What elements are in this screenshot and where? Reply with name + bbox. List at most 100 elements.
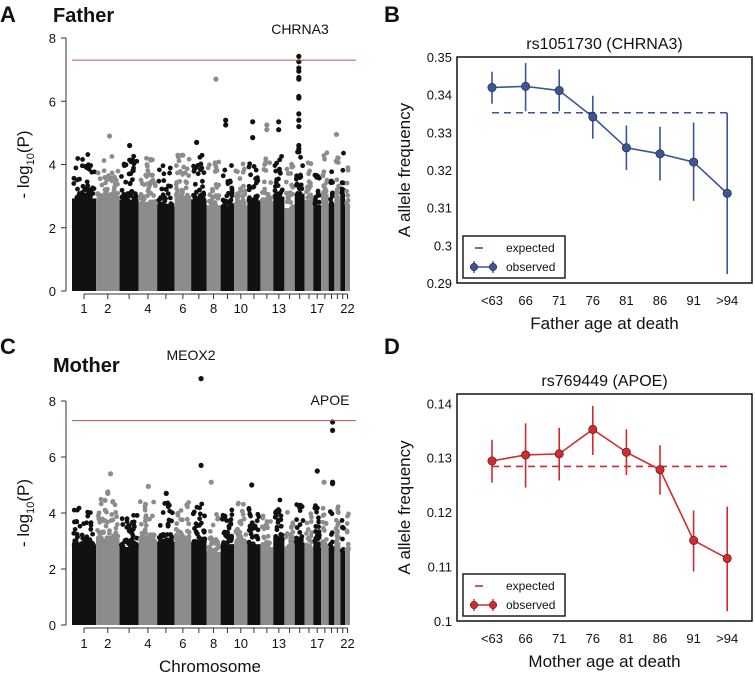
snp-point-chr2 — [98, 501, 104, 507]
snp-point-chr14 — [290, 184, 296, 190]
snp-point-chr12 — [267, 540, 272, 546]
snp-point-chr22 — [345, 165, 351, 171]
snp-point-chr7 — [201, 528, 206, 534]
observed-line — [491, 428, 728, 560]
snp-point-chr9 — [224, 193, 230, 199]
snp-point-chr4 — [147, 516, 152, 522]
snp-point-chr1 — [71, 175, 77, 181]
snp-point-chr16 — [305, 195, 311, 201]
snp-point-chr3 — [127, 180, 133, 186]
snp-point-chr4 — [141, 194, 146, 199]
plot-frame — [456, 393, 753, 622]
snp-point-chr3 — [130, 533, 136, 539]
snp-point-chr3 — [122, 197, 128, 203]
snp-point-chr4 — [147, 156, 153, 162]
snp-point-chr4 — [138, 521, 144, 527]
top-hit-chr7 — [198, 376, 204, 382]
observed-point — [521, 81, 531, 91]
snp-point-chr2 — [95, 528, 100, 533]
snp-point-chr18 — [320, 525, 326, 531]
snp-point-chr6 — [173, 536, 179, 541]
snp-point-chr2 — [113, 530, 119, 536]
snp-point-chr17 — [315, 188, 321, 194]
snp-point-chr5 — [164, 532, 170, 537]
snp-point-chr21 — [339, 548, 345, 554]
snp-point-chr1 — [72, 526, 78, 532]
snp-point-chr18 — [320, 543, 326, 549]
chromosome-11-block — [247, 200, 261, 291]
snp-point-chr10 — [239, 199, 245, 205]
snp-point-chr21 — [339, 191, 345, 196]
snp-point-chr6 — [184, 516, 190, 522]
snp-point-chr6 — [180, 152, 186, 158]
snp-point-chr6 — [186, 521, 192, 527]
snp-point-chr12 — [261, 179, 267, 185]
snp-point-chr5 — [168, 538, 174, 544]
snp-point-chr7 — [201, 196, 207, 202]
snp-point-chr11 — [246, 539, 252, 545]
y-tick-label: 0 — [49, 284, 56, 299]
top-hit-chr12 — [264, 127, 270, 133]
snp-point-chr7 — [192, 196, 198, 201]
snp-point-chr13 — [275, 520, 281, 525]
top-hit-chr4 — [145, 483, 151, 489]
snp-point-chr3 — [119, 174, 124, 179]
y-axis-label: A allele frequency — [395, 102, 414, 237]
snp-point-chr18 — [320, 539, 326, 545]
snp-point-chr8 — [207, 192, 213, 198]
snp-point-chr8 — [206, 549, 212, 555]
y-axis-label: - log10(P) — [14, 131, 37, 199]
top-hit-chr11 — [249, 482, 255, 488]
snp-point-chr10 — [235, 532, 241, 538]
x-tick-label: 17 — [310, 301, 324, 316]
top-hit-chr17 — [314, 468, 320, 474]
snp-point-chr2 — [98, 496, 104, 502]
x-tick-label: 8 — [210, 636, 217, 651]
snp-point-chr2 — [114, 514, 119, 520]
snp-point-chr6 — [185, 504, 190, 510]
snp-point-chr7 — [192, 181, 198, 187]
plot-frame — [456, 56, 753, 284]
snp-point-chr16 — [305, 527, 311, 532]
snp-point-chr7 — [199, 165, 205, 171]
snp-point-chr7 — [197, 187, 202, 193]
snp-point-chr3 — [119, 516, 125, 522]
snp-point-chr11 — [247, 197, 253, 203]
snp-point-chr19 — [327, 509, 333, 515]
top-hit-chr15 — [296, 76, 302, 82]
snp-point-chr5 — [168, 183, 173, 189]
snp-point-chr8 — [215, 539, 220, 545]
snp-point-chr17 — [313, 528, 319, 534]
snp-point-chr17 — [315, 536, 321, 542]
snp-point-chr9 — [220, 204, 226, 209]
top-hit-chr13 — [276, 127, 282, 133]
chromosome-11-block — [247, 544, 261, 625]
observed-point — [487, 83, 497, 93]
snp-point-chr12 — [265, 544, 271, 549]
panel-letter-c: C — [0, 334, 16, 359]
snp-point-chr3 — [119, 187, 125, 193]
snp-point-chr1 — [75, 534, 80, 540]
x-tick-label: 13 — [272, 301, 286, 316]
snp-point-chr1 — [71, 530, 77, 536]
snp-point-chr1 — [71, 542, 77, 548]
chromosome-9-block — [220, 206, 235, 291]
snp-point-chr22 — [344, 521, 350, 526]
snp-point-chr17 — [316, 515, 321, 521]
snp-point-chr11 — [246, 187, 252, 193]
snp-point-chr21 — [339, 518, 345, 523]
y-label-prefix: - log — [14, 514, 33, 547]
snp-point-chr13 — [276, 508, 282, 514]
snp-point-chr3 — [131, 161, 137, 167]
x-tick-label: 81 — [619, 631, 633, 646]
chromosome-10-block — [234, 205, 248, 291]
top-hit-chr2 — [107, 471, 114, 477]
observed-point — [689, 535, 699, 545]
chromosome-13-block — [273, 538, 285, 625]
snp-point-chr6 — [186, 500, 192, 505]
chromosome-12-block — [260, 200, 274, 291]
snp-point-chr11 — [253, 167, 259, 173]
snp-point-chr2 — [102, 497, 108, 503]
y-tick-label: 0.29 — [427, 276, 452, 291]
snp-point-chr1 — [84, 542, 90, 548]
